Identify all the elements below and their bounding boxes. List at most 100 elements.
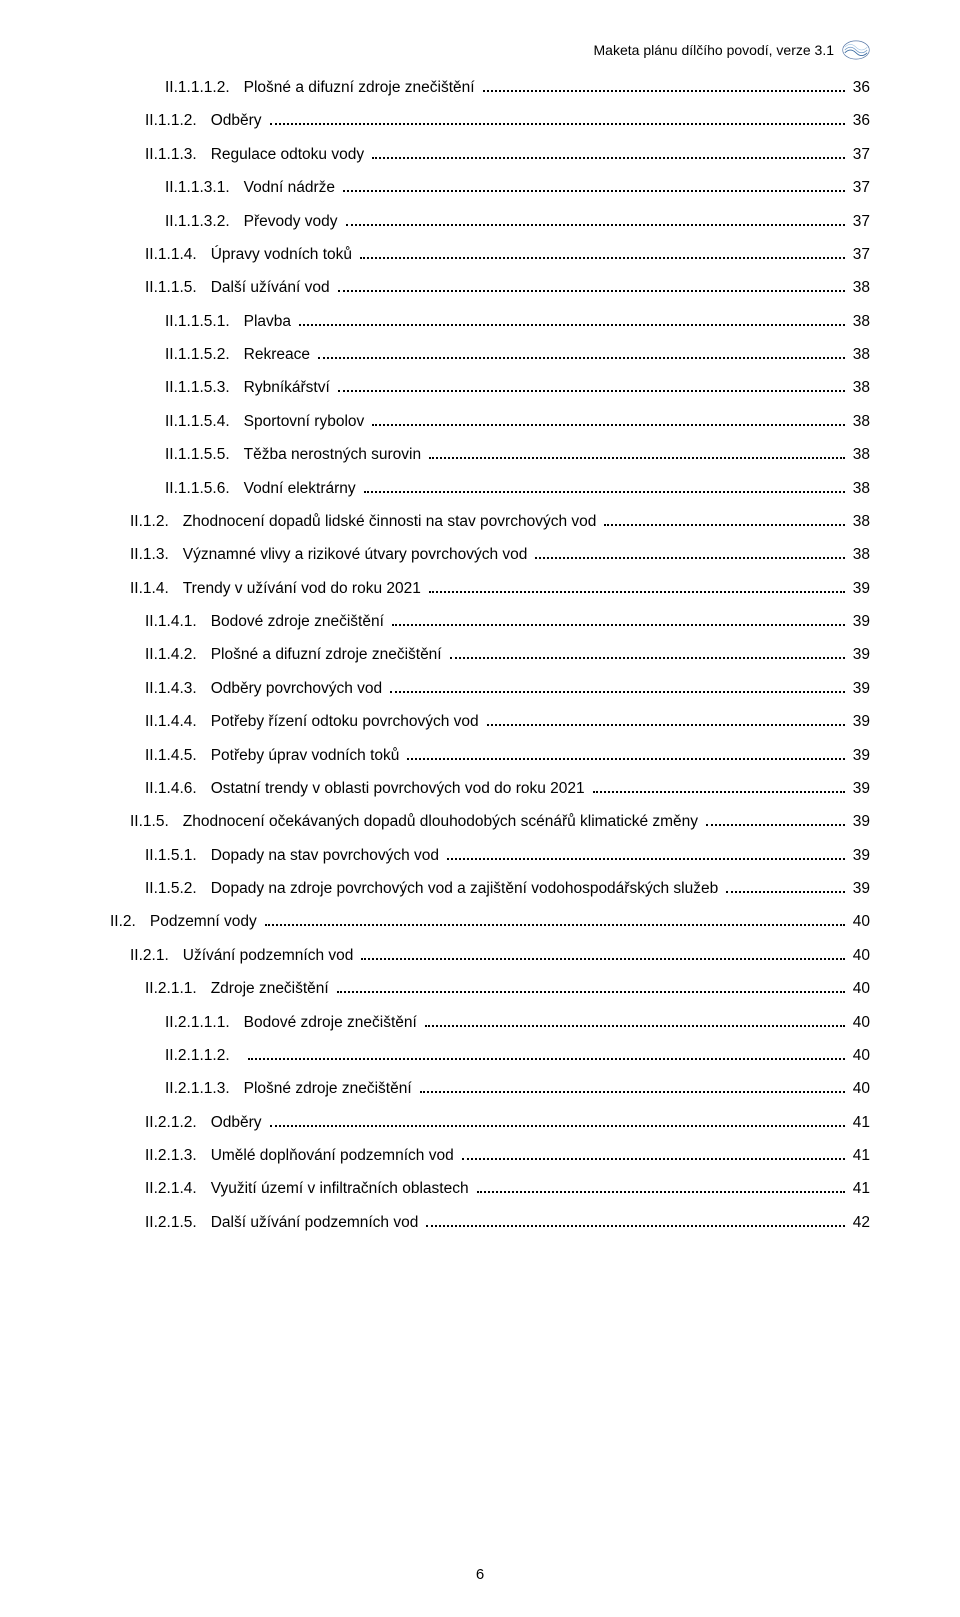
toc-entry[interactable]: II.1.5.2.Dopady na zdroje povrchových vo… (110, 879, 870, 898)
toc-entry-number: II.1.1.5.5. (165, 445, 244, 464)
toc-entry-number: II.2. (110, 912, 150, 931)
toc-entry-title: Umělé doplňování podzemních vod (211, 1146, 458, 1165)
toc-entry-number: II.2.1.5. (145, 1213, 211, 1232)
toc-entry-number: II.2.1.1. (145, 979, 211, 998)
toc-entry-title: Zhodnocení očekávaných dopadů dlouhodobý… (183, 812, 702, 831)
toc-leader-dots (360, 245, 845, 259)
toc-entry-page: 41 (849, 1179, 870, 1198)
toc-entry-number: II.1.1.1.2. (165, 78, 244, 97)
toc-entry[interactable]: II.2.1.3.Umělé doplňování podzemních vod… (110, 1146, 870, 1165)
toc-entry-page: 40 (849, 1079, 870, 1098)
toc-leader-dots (462, 1146, 845, 1160)
toc-entry-number: II.1.4.3. (145, 679, 211, 698)
toc-entry-title: Dopady na zdroje povrchových vod a zajiš… (211, 879, 723, 898)
toc-leader-dots (706, 813, 845, 827)
toc-leader-dots (248, 1046, 845, 1060)
toc-entry-number: II.2.1.1.2. (165, 1046, 244, 1065)
toc-entry-title: Těžba nerostných surovin (244, 445, 425, 464)
toc-entry-page: 37 (849, 178, 870, 197)
toc-entry[interactable]: II.1.1.5.2.Rekreace38 (110, 345, 870, 364)
toc-entry[interactable]: II.1.5.1.Dopady na stav povrchových vod3… (110, 846, 870, 865)
toc-entry[interactable]: II.2.1.5.Další užívání podzemních vod42 (110, 1213, 870, 1232)
toc-entry-page: 39 (849, 612, 870, 631)
toc-leader-dots (429, 446, 845, 460)
toc-entry-title: Plošné a difuzní zdroje znečištění (244, 78, 479, 97)
toc-leader-dots (429, 579, 845, 593)
toc-entry-number: II.1.1.5. (145, 278, 211, 297)
toc-entry-title: Potřeby řízení odtoku povrchových vod (211, 712, 483, 731)
toc-entry-title: Rybníkářství (244, 378, 334, 397)
page-number: 6 (476, 1566, 484, 1583)
toc-entry-title: Regulace odtoku vody (211, 145, 368, 164)
toc-entry[interactable]: II.1.1.5.3.Rybníkářství38 (110, 378, 870, 397)
toc-entry[interactable]: II.1.4.3.Odběry povrchových vod 39 (110, 679, 870, 698)
toc-entry[interactable]: II.2.1.1.1.Bodové zdroje znečištění40 (110, 1013, 870, 1032)
toc-entry-page: 41 (849, 1146, 870, 1165)
toc-entry[interactable]: II.1.1.5.5.Těžba nerostných surovin 38 (110, 445, 870, 464)
toc-entry-page: 40 (849, 1046, 870, 1065)
toc-leader-dots (535, 546, 844, 560)
toc-entry-title: Odběry povrchových vod (211, 679, 386, 698)
toc-entry[interactable]: II.1.4.2.Plošné a difuzní zdroje znečišt… (110, 645, 870, 664)
toc-entry-number: II.1.4. (130, 579, 183, 598)
toc-entry-title: Odběry (211, 111, 266, 130)
toc-entry-page: 37 (849, 245, 870, 264)
header-text: Maketa plánu dílčího povodí, verze 3.1 (594, 42, 834, 58)
toc-entry[interactable]: II.1.1.3.1.Vodní nádrže37 (110, 178, 870, 197)
toc-leader-dots (372, 145, 845, 159)
toc-entry[interactable]: II.1.1.3.Regulace odtoku vody37 (110, 145, 870, 164)
toc-entry-number: II.1.1.5.6. (165, 479, 244, 498)
toc-entry-title: Bodové zdroje znečištění (211, 612, 388, 631)
toc-entry[interactable]: II.1.1.5.Další užívání vod38 (110, 278, 870, 297)
toc-entry[interactable]: II.2.1.1.3.Plošné zdroje znečištění40 (110, 1079, 870, 1098)
toc-entry[interactable]: II.1.1.5.1.Plavba38 (110, 312, 870, 331)
toc-entry[interactable]: II.1.4.Trendy v užívání vod do roku 2021… (110, 579, 870, 598)
toc-entry[interactable]: II.2.1.1.Zdroje znečištění40 (110, 979, 870, 998)
toc-entry-page: 37 (849, 212, 870, 231)
toc-entry[interactable]: II.1.4.4.Potřeby řízení odtoku povrchový… (110, 712, 870, 731)
toc-entry[interactable]: II.1.1.3.2.Převody vody37 (110, 212, 870, 231)
toc-entry-number: II.1.1.2. (145, 111, 211, 130)
toc-entry-page: 40 (849, 1013, 870, 1032)
toc-entry-number: II.2.1.4. (145, 1179, 211, 1198)
toc-entry-number: II.1.1.5.2. (165, 345, 244, 364)
toc-entry-page: 38 (849, 312, 870, 331)
toc-leader-dots (425, 1013, 845, 1027)
toc-entry-page: 37 (849, 145, 870, 164)
toc-entry[interactable]: II.2.1.1.2. 40 (110, 1046, 870, 1065)
toc-entry[interactable]: II.1.1.1.2.Plošné a difuzní zdroje zneči… (110, 78, 870, 97)
toc-entry[interactable]: II.2.Podzemní vody 40 (110, 912, 870, 931)
toc-entry-title: Odběry (211, 1113, 266, 1132)
toc-entry-title: Podzemní vody (150, 912, 261, 931)
toc-entry-page: 38 (849, 445, 870, 464)
toc-entry[interactable]: II.2.1.4.Využití území v infiltračních o… (110, 1179, 870, 1198)
toc-entry[interactable]: II.1.1.5.4.Sportovní rybolov38 (110, 412, 870, 431)
toc-entry[interactable]: II.2.1.Užívání podzemních vod40 (110, 946, 870, 965)
toc-entry-number: II.1.1.4. (145, 245, 211, 264)
toc-entry[interactable]: II.1.2.Zhodnocení dopadů lidské činnosti… (110, 512, 870, 531)
toc-entry-title: Bodové zdroje znečištění (244, 1013, 421, 1032)
toc-entry[interactable]: II.1.1.2.Odběry36 (110, 111, 870, 130)
toc-entry-title: Plavba (244, 312, 295, 331)
toc-entry[interactable]: II.1.1.5.6.Vodní elektrárny38 (110, 479, 870, 498)
toc-entry-page: 38 (849, 345, 870, 364)
toc-entry[interactable]: II.1.1.4.Úpravy vodních toků37 (110, 245, 870, 264)
toc-entry-page: 39 (849, 579, 870, 598)
toc-entry-page: 39 (849, 812, 870, 831)
toc-leader-dots (265, 913, 845, 927)
toc-entry-number: II.1.1.5.3. (165, 378, 244, 397)
toc-entry[interactable]: II.1.5.Zhodnocení očekávaných dopadů dlo… (110, 812, 870, 831)
toc-entry[interactable]: II.1.4.6.Ostatní trendy v oblasti povrch… (110, 779, 870, 798)
toc-entry-page: 38 (849, 545, 870, 564)
toc-entry[interactable]: II.1.3.Významné vlivy a rizikové útvary … (110, 545, 870, 564)
toc-entry[interactable]: II.1.4.5.Potřeby úprav vodních toků39 (110, 746, 870, 765)
toc-leader-dots (270, 112, 845, 126)
toc-leader-dots (450, 646, 845, 660)
toc-entry-page: 40 (849, 912, 870, 931)
toc-leader-dots (407, 746, 844, 760)
toc-entry[interactable]: II.2.1.2.Odběry41 (110, 1113, 870, 1132)
page-footer: 6 (0, 1566, 960, 1583)
toc-entry[interactable]: II.1.4.1.Bodové zdroje znečištění39 (110, 612, 870, 631)
toc-entry-page: 39 (849, 679, 870, 698)
toc-entry-number: II.2.1. (130, 946, 183, 965)
